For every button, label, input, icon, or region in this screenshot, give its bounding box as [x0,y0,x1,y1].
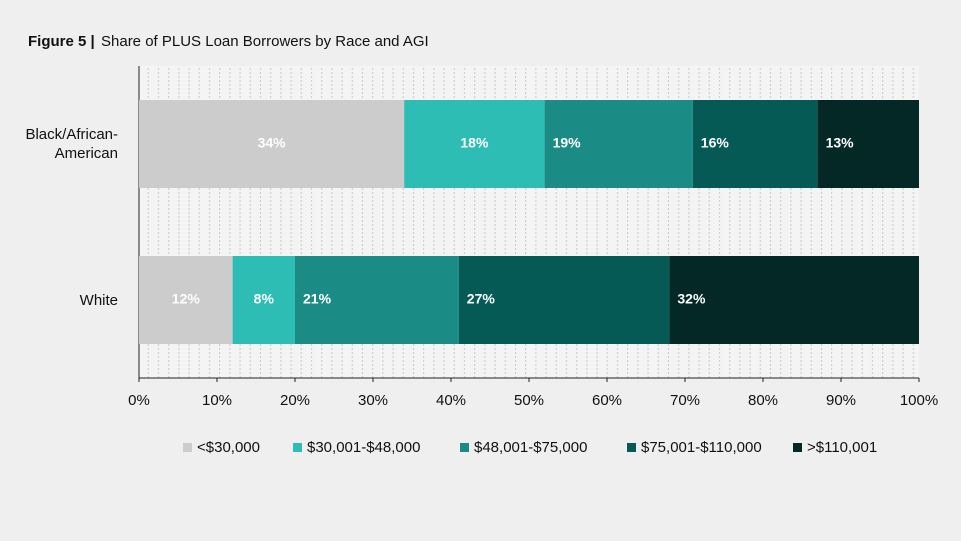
bar-segment [139,256,233,344]
legend-label: <$30,000 [197,439,260,456]
x-tick-label: 90% [826,392,856,409]
legend-swatch [460,443,469,452]
data-label: 18% [460,135,489,151]
data-label: 21% [303,291,332,307]
x-tick-label: 20% [280,392,310,409]
x-tick-label: 40% [436,392,466,409]
bar-segment [544,100,693,188]
x-tick-label: 70% [670,392,700,409]
legend-swatch [793,443,802,452]
figure-label: Figure 5 | [28,33,95,50]
data-label: 13% [826,135,855,151]
x-tick-label: 10% [202,392,232,409]
y-tick-label: White [79,291,118,309]
x-tick-label: 80% [748,392,778,409]
x-tick-label: 50% [514,392,544,409]
data-label: 12% [172,291,201,307]
legend-swatch [183,443,192,452]
x-tick-label: 30% [358,392,388,409]
chart-title: Share of PLUS Loan Borrowers by Race and… [101,33,429,50]
bar-segment [232,256,295,344]
y-tick-label: Black/African-American [25,126,118,162]
legend-label: $75,001-$110,000 [641,439,762,456]
x-tick-label: 100% [900,392,938,409]
data-label: 27% [467,291,496,307]
legend-swatch [627,443,636,452]
legend-label: >$110,001 [807,439,877,456]
x-tick-label: 0% [128,392,150,409]
bar-segment [692,100,818,188]
legend-label: $30,001-$48,000 [307,439,420,456]
data-label: 8% [254,291,275,307]
legend-swatch [293,443,302,452]
legend-label: $48,001-$75,000 [474,439,587,456]
bar-segment [817,100,919,188]
bar-segment [295,256,459,344]
data-label: 16% [701,135,730,151]
bar-segment [669,256,919,344]
data-label: 32% [677,291,706,307]
data-label: 34% [258,135,287,151]
bar-segment [139,100,405,188]
data-label: 19% [553,135,582,151]
x-tick-label: 60% [592,392,622,409]
bar-segment [458,256,670,344]
bar-segment [404,100,545,188]
